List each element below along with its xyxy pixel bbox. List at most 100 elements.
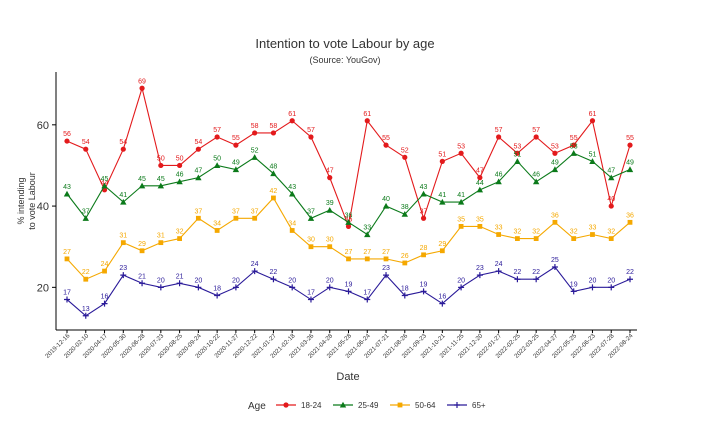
data-label: 28 (420, 245, 428, 252)
legend-label: 65+ (472, 401, 486, 410)
data-point (590, 232, 595, 237)
data-point (364, 231, 371, 238)
series-layer: 56 54 44 54 69 50 50 54 57 55 58 58 61 57 47 35 61 55 52 37… (63, 78, 634, 319)
series-50-64: 27 22 24 31 29 31 32 37 34 37 37 42 34 30 30 27 27 27 26 28… (63, 188, 634, 282)
data-label: 46 (176, 172, 184, 179)
data-point (176, 280, 183, 287)
legend-marker (339, 401, 347, 408)
data-point (289, 284, 296, 291)
data-point (82, 215, 89, 221)
data-label: 34 (213, 220, 221, 227)
data-label: 29 (138, 241, 146, 248)
legend-label: 18-24 (301, 401, 322, 410)
data-point (477, 175, 483, 181)
data-point (102, 268, 107, 274)
data-point (532, 178, 540, 185)
y-axis-label-line-1: % intending (16, 177, 26, 224)
legend-marker (397, 402, 403, 408)
data-point (476, 186, 484, 193)
data-point (83, 276, 89, 282)
data-label: 54 (82, 139, 90, 146)
data-point (589, 284, 596, 291)
data-label: 33 (589, 225, 597, 232)
data-label: 29 (438, 241, 446, 248)
data-label: 33 (363, 225, 371, 232)
data-point (457, 198, 465, 205)
data-point (327, 244, 333, 250)
data-label: 37 (82, 208, 90, 215)
legend-item-50-64: 50-64 (390, 401, 436, 410)
data-label: 19 (570, 281, 578, 288)
data-point (401, 292, 408, 299)
data-label: 25 (551, 257, 559, 264)
data-point (139, 85, 145, 91)
data-label: 53 (457, 143, 465, 150)
series-65+: 17 13 16 23 21 20 21 20 18 20 24 22 20 17 20 19 17 23 18 19… (63, 257, 634, 319)
data-label: 37 (307, 208, 315, 215)
data-point (589, 118, 596, 124)
data-point (514, 158, 521, 164)
data-point (120, 240, 126, 246)
legend-label: 50-64 (415, 401, 436, 410)
data-point (289, 228, 295, 233)
data-point (533, 236, 539, 241)
data-point (627, 219, 633, 225)
data-label: 24 (101, 261, 109, 268)
data-label: 22 (532, 269, 540, 276)
data-label: 55 (382, 135, 390, 142)
data-point (158, 240, 164, 246)
data-point (608, 236, 614, 241)
data-point (514, 276, 521, 283)
legend-item-18-24: 18-24 (276, 401, 322, 410)
data-label: 40 (382, 196, 390, 203)
data-point (83, 146, 89, 152)
data-point (570, 288, 577, 295)
data-point (177, 236, 182, 241)
data-label: 58 (270, 123, 278, 130)
data-point (345, 219, 352, 225)
legend-title: Age (248, 401, 266, 412)
data-point (64, 296, 70, 303)
data-point (120, 198, 127, 205)
data-point (608, 174, 615, 181)
series-line (66, 86, 631, 229)
data-point (307, 296, 314, 303)
data-point (346, 256, 351, 262)
data-label: 18 (401, 285, 409, 292)
data-label: 41 (438, 192, 446, 199)
data-label: 41 (457, 192, 465, 199)
data-label: 32 (514, 229, 522, 236)
data-label: 39 (326, 200, 334, 207)
data-label: 20 (194, 277, 202, 284)
data-point (289, 118, 295, 124)
data-point (458, 223, 464, 229)
y-tick-label: 20 (37, 282, 49, 294)
data-label: 16 (101, 294, 109, 301)
legend-item-65+: 65+ (447, 401, 486, 410)
data-label: 45 (157, 176, 165, 183)
data-label: 23 (382, 265, 390, 272)
data-point (439, 198, 446, 205)
data-label: 61 (589, 111, 597, 118)
legend-item-25-49: 25-49 (333, 401, 379, 410)
data-label: 20 (232, 277, 240, 284)
data-point (627, 276, 633, 283)
data-point (458, 284, 465, 291)
data-point (477, 223, 483, 229)
data-label: 32 (532, 229, 540, 236)
data-point (195, 215, 201, 221)
data-point (533, 276, 540, 283)
data-label: 20 (157, 277, 165, 284)
legend: Age 18-24 25-49 50-64 65+ (248, 401, 486, 412)
data-label: 27 (382, 249, 390, 256)
legend-marker (283, 402, 289, 408)
data-point (120, 146, 126, 152)
data-label: 58 (251, 123, 259, 130)
data-label: 43 (63, 184, 71, 191)
data-label: 21 (138, 273, 146, 280)
data-label: 38 (401, 204, 409, 211)
data-point (514, 150, 521, 156)
data-point (214, 134, 220, 140)
data-label: 49 (626, 160, 634, 167)
